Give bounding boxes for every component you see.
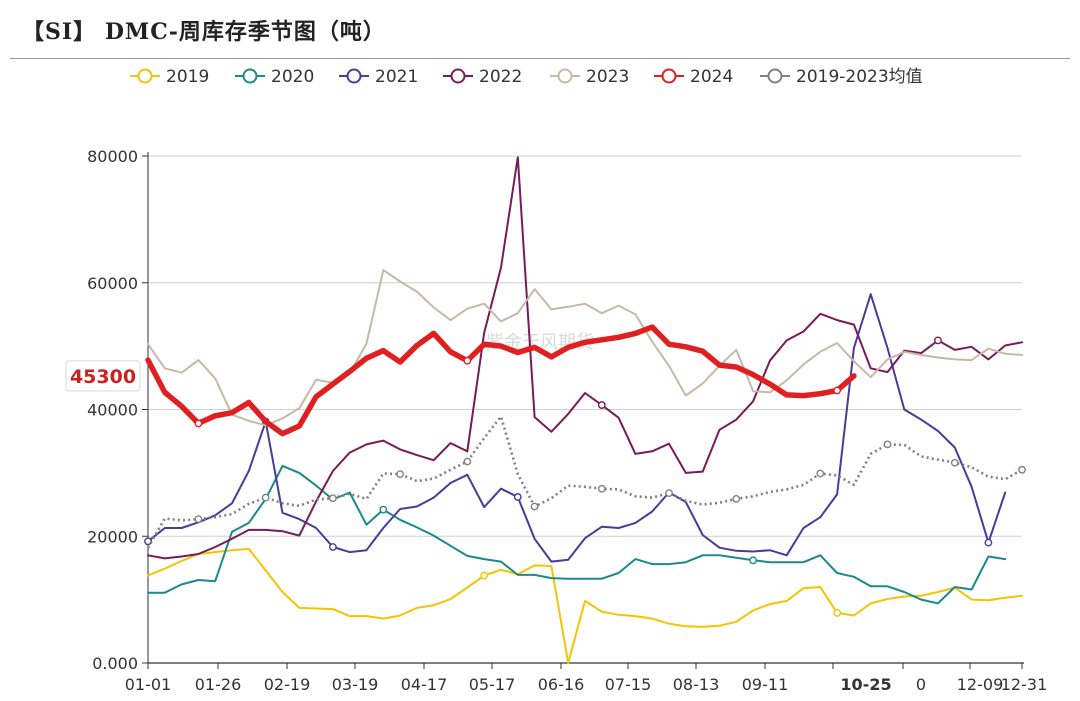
x-tick-label: 01-01 — [125, 675, 172, 694]
legend-swatch-marker — [767, 68, 783, 84]
data-point-marker — [597, 484, 606, 493]
data-point-marker — [261, 493, 270, 502]
legend-label: 2024 — [690, 67, 733, 87]
chart-title: 【SI】 DMC-周库存季节图（吨） — [22, 19, 386, 45]
series-line-2023 — [147, 269, 1023, 427]
x-tick-label: 03-19 — [332, 675, 379, 694]
series-line-2024 — [145, 324, 857, 437]
x-tick-label: 05-17 — [469, 675, 516, 694]
x-tick-label-highlight: 10-25 — [840, 675, 891, 694]
legend-swatch-marker — [661, 68, 677, 84]
legend[interactable]: 2019 2020 2021 2022 2023 2024 2019-2023均值 — [130, 67, 923, 87]
x-tick-label: 07-15 — [605, 675, 652, 694]
legend-swatch-marker — [242, 68, 258, 84]
data-point-marker — [833, 386, 842, 395]
legend-swatch-marker — [450, 68, 466, 84]
data-point-marker — [1018, 465, 1026, 474]
legend-label: 2022 — [479, 67, 522, 87]
data-point-marker — [513, 493, 522, 501]
data-point-marker — [379, 505, 388, 514]
data-point-marker — [732, 494, 741, 503]
series-line-2020 — [147, 464, 1007, 605]
data-point-marker — [816, 469, 825, 478]
legend-item-2020[interactable]: 2020 — [235, 67, 314, 87]
data-point-marker — [665, 489, 673, 498]
value-callout: 45300 — [65, 360, 141, 392]
y-tick-label: 0.000 — [92, 654, 138, 673]
data-point-marker — [984, 538, 993, 547]
x-tick-label: 06-16 — [538, 675, 585, 694]
data-point-marker — [194, 419, 203, 428]
y-tick-label: 60000 — [87, 274, 138, 293]
title-divider — [10, 58, 1070, 59]
x-tick-label: 08-13 — [673, 675, 720, 694]
series-line-2019-2023- — [146, 415, 1023, 549]
series-line-2021 — [147, 293, 1007, 563]
legend-label: 2019-2023均值 — [796, 67, 923, 87]
legend-item-2019-2023-[interactable]: 2019-2023均值 — [760, 67, 923, 87]
data-point-marker — [194, 515, 203, 524]
series-line-2019 — [147, 547, 1023, 664]
data-point-marker — [883, 440, 892, 449]
data-point-marker — [530, 502, 539, 511]
data-point-marker — [480, 571, 489, 580]
data-point-marker — [597, 401, 606, 409]
data-point-marker — [396, 470, 405, 479]
data-point-marker — [934, 336, 942, 345]
data-point-marker — [328, 543, 337, 551]
callout-label: 45300 — [70, 366, 136, 388]
series-line-2022 — [147, 156, 1023, 560]
y-tick-label: 80000 — [87, 147, 138, 166]
callout-box — [65, 360, 141, 392]
x-tick-label: 0 — [916, 675, 926, 694]
y-tick-label: 20000 — [87, 527, 138, 546]
legend-item-2021[interactable]: 2021 — [339, 67, 418, 87]
data-point-marker — [950, 458, 959, 467]
legend-label: 2020 — [271, 67, 314, 87]
legend-item-2019[interactable]: 2019 — [130, 67, 209, 87]
legend-item-2022[interactable]: 2022 — [443, 67, 522, 87]
grid-lines — [148, 155, 1022, 537]
data-point-marker — [749, 556, 757, 565]
data-point-marker — [463, 457, 472, 466]
legend-label: 2023 — [586, 67, 629, 87]
legend-swatch-marker — [346, 68, 362, 84]
series-lines — [144, 156, 1026, 664]
data-point-marker — [833, 609, 842, 617]
x-tick-label: 04-17 — [401, 675, 448, 694]
legend-item-2023[interactable]: 2023 — [550, 67, 629, 87]
x-tick-label: 09-11 — [742, 675, 789, 694]
x-tick-label: 12-31 — [1001, 675, 1048, 694]
axes: 0.000 20000 40000 60000 80000 01-01 01-26 02-19… — [87, 147, 1047, 694]
legend-item-2024[interactable]: 2024 — [654, 67, 733, 87]
y-tick-label: 40000 — [87, 401, 138, 420]
x-tick-label: 02-19 — [264, 675, 311, 694]
x-tick-label: 01-26 — [195, 675, 242, 694]
legend-label: 2021 — [375, 67, 418, 87]
x-tick-label: 12-09 — [957, 675, 1004, 694]
legend-label: 2019 — [166, 67, 209, 87]
legend-swatch-marker — [557, 68, 573, 84]
legend-swatch-marker — [137, 68, 153, 84]
data-point-marker — [328, 494, 337, 503]
data-point-marker — [463, 356, 472, 365]
